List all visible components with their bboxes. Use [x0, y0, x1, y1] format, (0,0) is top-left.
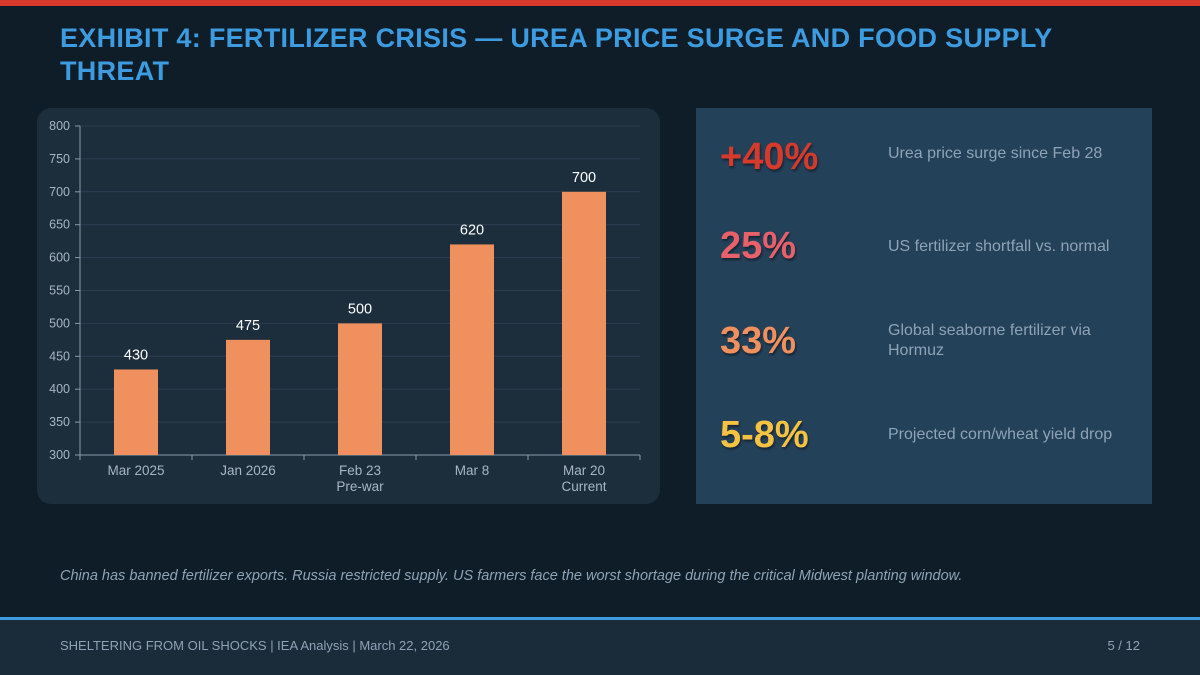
page-title: EXHIBIT 4: FERTILIZER CRISIS — UREA PRIC…	[60, 23, 1053, 86]
data-label-3: 620	[460, 222, 484, 238]
y-tick-label: 650	[49, 218, 70, 232]
y-tick-label: 350	[49, 415, 70, 429]
bar-3	[450, 244, 494, 455]
data-label-1: 475	[236, 318, 260, 334]
page-number: 5 / 12	[1107, 638, 1140, 653]
top-accent-bar	[0, 0, 1200, 6]
y-tick-label: 750	[49, 152, 70, 166]
bar-4	[562, 191, 606, 456]
bar-1	[226, 339, 270, 455]
footnote: China has banned fertilizer exports. Rus…	[60, 568, 963, 584]
stat-label-price-surge: Urea price surge since Feb 28	[888, 145, 1103, 162]
footer: SHELTERING FROM OIL SHOCKS | IEA Analysi…	[0, 617, 1200, 675]
stat-value-price-surge: +40%	[720, 136, 819, 178]
y-tick-label: 550	[49, 284, 70, 298]
bar-0	[114, 369, 158, 455]
y-tick-label: 450	[49, 349, 70, 363]
bar-2	[338, 323, 382, 455]
x-tick-label-0: Mar 2025	[107, 463, 164, 478]
y-tick-label: 400	[49, 382, 70, 396]
data-label-2: 500	[348, 301, 372, 317]
x-tick-sublabel-4: Current	[561, 479, 606, 494]
stat-value-yield-drop: 5-8%	[720, 414, 809, 456]
chart-panel: 300 350 400 450 500 550 600 650 700 750 800 430 Mar …	[37, 108, 660, 504]
y-tick-label: 300	[49, 448, 70, 462]
x-tick-sublabel-2: Pre-war	[336, 479, 384, 494]
data-label-0: 430	[124, 347, 148, 363]
y-tick-label: 500	[49, 316, 70, 330]
y-tick-label: 800	[49, 119, 70, 133]
stat-label-yield-drop: Projected corn/wheat yield drop	[888, 426, 1113, 443]
data-label-4: 700	[572, 170, 596, 186]
x-tick-label-1: Jan 2026	[220, 463, 276, 478]
y-tick-label: 600	[49, 251, 70, 265]
footer-source: SHELTERING FROM OIL SHOCKS | IEA Analysi…	[60, 638, 450, 653]
urea-price-chart: 300 350 400 450 500 550 600 650 700 750 800 430 Mar …	[49, 119, 641, 494]
stat-value-hormuz-share: 33%	[720, 320, 797, 362]
stats-panel: +40% Urea price surge since Feb 28 25% U…	[696, 108, 1152, 504]
stat-label-us-shortfall: US fertilizer shortfall vs. normal	[888, 238, 1110, 255]
y-tick-label: 700	[49, 185, 70, 199]
x-tick-label-4: Mar 20	[563, 463, 605, 478]
stat-value-us-shortfall: 25%	[720, 225, 797, 267]
x-tick-label-2: Feb 23	[339, 463, 381, 478]
stat-label-hormuz-share: Global seaborne fertilizer via Hormuz	[888, 322, 1091, 359]
x-tick-label-3: Mar 8	[455, 463, 490, 478]
